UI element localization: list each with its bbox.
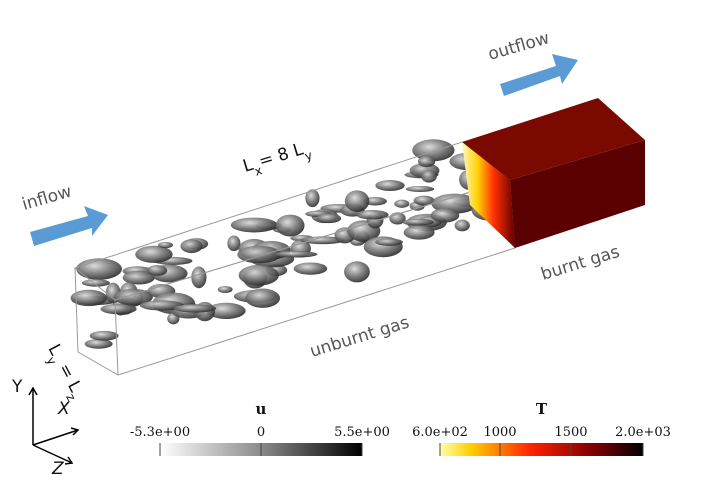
colorbar-title: u: [256, 400, 267, 418]
vortex-structure: [122, 270, 155, 285]
vortex-structure: [412, 139, 455, 162]
inflow-arrow: [30, 206, 108, 246]
text-part: = L: [51, 356, 85, 396]
vortex-structure: [375, 180, 405, 191]
colorbar-title: T: [536, 400, 548, 418]
vortex-structure: [70, 289, 108, 307]
colorbar-tick-label: 1500: [554, 425, 587, 440]
vortex-structure: [238, 264, 279, 286]
vortex-structure: [227, 235, 241, 252]
vortex-structure: [344, 261, 370, 283]
vortex-structure: [274, 251, 318, 258]
vortex-structure: [403, 225, 435, 240]
subscript: y: [303, 148, 314, 163]
vortex-structure: [356, 210, 389, 220]
vortex-structure: [417, 155, 436, 168]
vortex-structure: [173, 304, 217, 313]
colorbar-tick-label: 6.0e+02: [412, 425, 468, 440]
unburnt-duct: [70, 139, 505, 349]
axis-z-label: Z: [51, 459, 64, 479]
vortex-structure: [100, 303, 137, 315]
vortex-structure: [293, 262, 328, 275]
vortex-structure: [363, 196, 387, 206]
vortex-structure: [135, 245, 173, 263]
vortex-structure: [405, 185, 435, 193]
vortex-structure: [146, 265, 168, 276]
axis-x-label: X: [57, 399, 70, 419]
inflow-label: inflow: [20, 182, 74, 215]
vortex-structure: [81, 279, 110, 287]
axes-triad: [28, 386, 80, 465]
vortex-structure: [344, 190, 370, 212]
colorbar-tick-label: 5.5e+00: [334, 425, 390, 440]
colorbar-tick-label: -5.3e+00: [130, 425, 190, 440]
vortex-structure: [180, 239, 203, 254]
vortex-structure: [305, 189, 320, 208]
vortex-structure: [84, 338, 113, 349]
vortex-structure: [230, 217, 278, 233]
burnt-label: burnt gas: [539, 242, 623, 285]
colorbars: u -5.3e+00 0 5.5e+00 T 6.0e+02 1000 1500 2.0e+03: [130, 400, 671, 456]
unburnt-label: unburnt gas: [308, 313, 412, 362]
vortex-structure: [275, 214, 305, 237]
burnt-block: [462, 98, 645, 248]
colorbar-tick-label: 2.0e+03: [615, 425, 671, 440]
vortex-structure: [76, 258, 123, 280]
vortex-structure: [158, 241, 173, 249]
colorbar-tick-label: 1000: [483, 425, 516, 440]
vortex-structure: [300, 236, 345, 245]
text-part: = 8 L: [256, 139, 306, 172]
vortex-structure: [191, 266, 207, 289]
vortex-structure: [217, 285, 233, 294]
subscript: x: [253, 163, 264, 178]
outflow-label: outflow: [486, 28, 552, 65]
colorbar: [440, 443, 643, 456]
vortex-structure: [402, 218, 434, 226]
width-label: Ly = Lz: [39, 341, 88, 403]
length-label: Lx= 8 Ly: [241, 137, 314, 181]
vortex-structure: [421, 169, 437, 183]
vortex-structure: [89, 330, 119, 341]
outflow-arrow: [500, 54, 578, 96]
vortex-structure: [139, 300, 185, 311]
colorbar-tick-label: 0: [257, 425, 265, 440]
vortex-structure: [316, 213, 342, 224]
vortex-structure: [454, 219, 470, 232]
vortex-structure: [245, 288, 281, 308]
vortex-structure: [430, 208, 460, 223]
vortex-structure: [394, 199, 410, 208]
vortex-structure: [413, 195, 435, 206]
axis-y-label: Y: [11, 377, 23, 397]
vortex-structure: [237, 245, 282, 264]
vortex-structure: [375, 238, 403, 246]
vortex-structure: [206, 302, 246, 319]
vortex-structure: [113, 288, 153, 306]
